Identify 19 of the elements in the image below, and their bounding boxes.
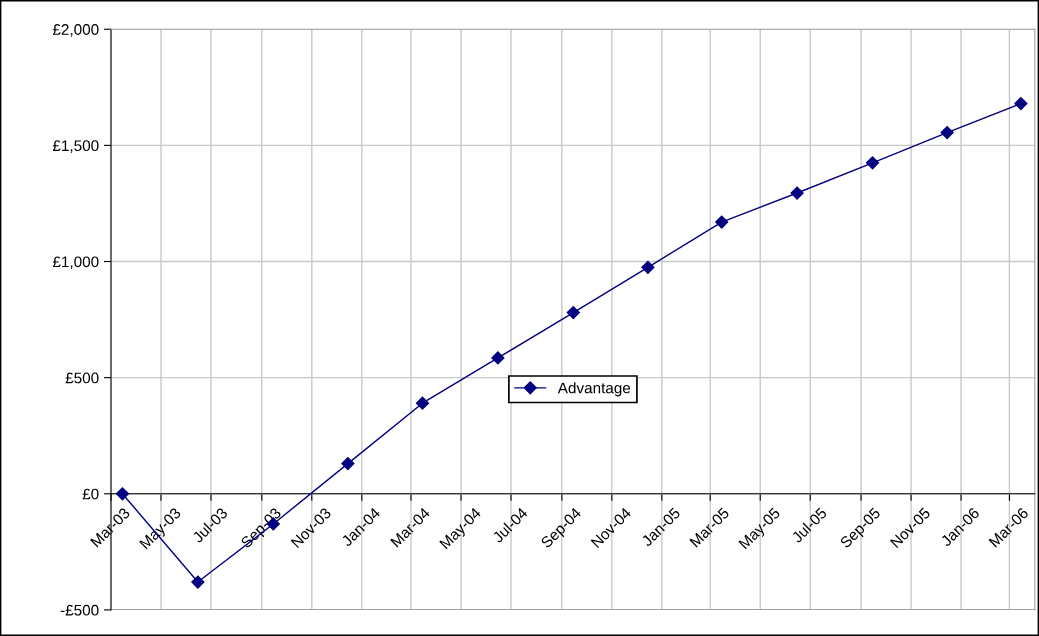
y-tick-label: £0: [82, 488, 99, 500]
y-tick-label: -£500: [60, 604, 99, 616]
point: [491, 351, 505, 365]
legend-label: Advantage: [557, 382, 631, 397]
y-tick-label: £1,000: [52, 256, 99, 270]
point: [641, 260, 655, 274]
y-tick-label: £500: [65, 372, 99, 384]
point: [191, 575, 205, 589]
y-tick-label: £2,000: [52, 24, 99, 37]
point: [790, 186, 804, 200]
point: [940, 126, 954, 140]
point: [1014, 96, 1028, 111]
point: [115, 487, 130, 501]
point: [865, 156, 880, 170]
y-tick-label: £1,500: [52, 140, 99, 153]
point: [566, 306, 580, 320]
point: [415, 396, 430, 410]
point: [341, 457, 355, 471]
point: [715, 215, 729, 229]
